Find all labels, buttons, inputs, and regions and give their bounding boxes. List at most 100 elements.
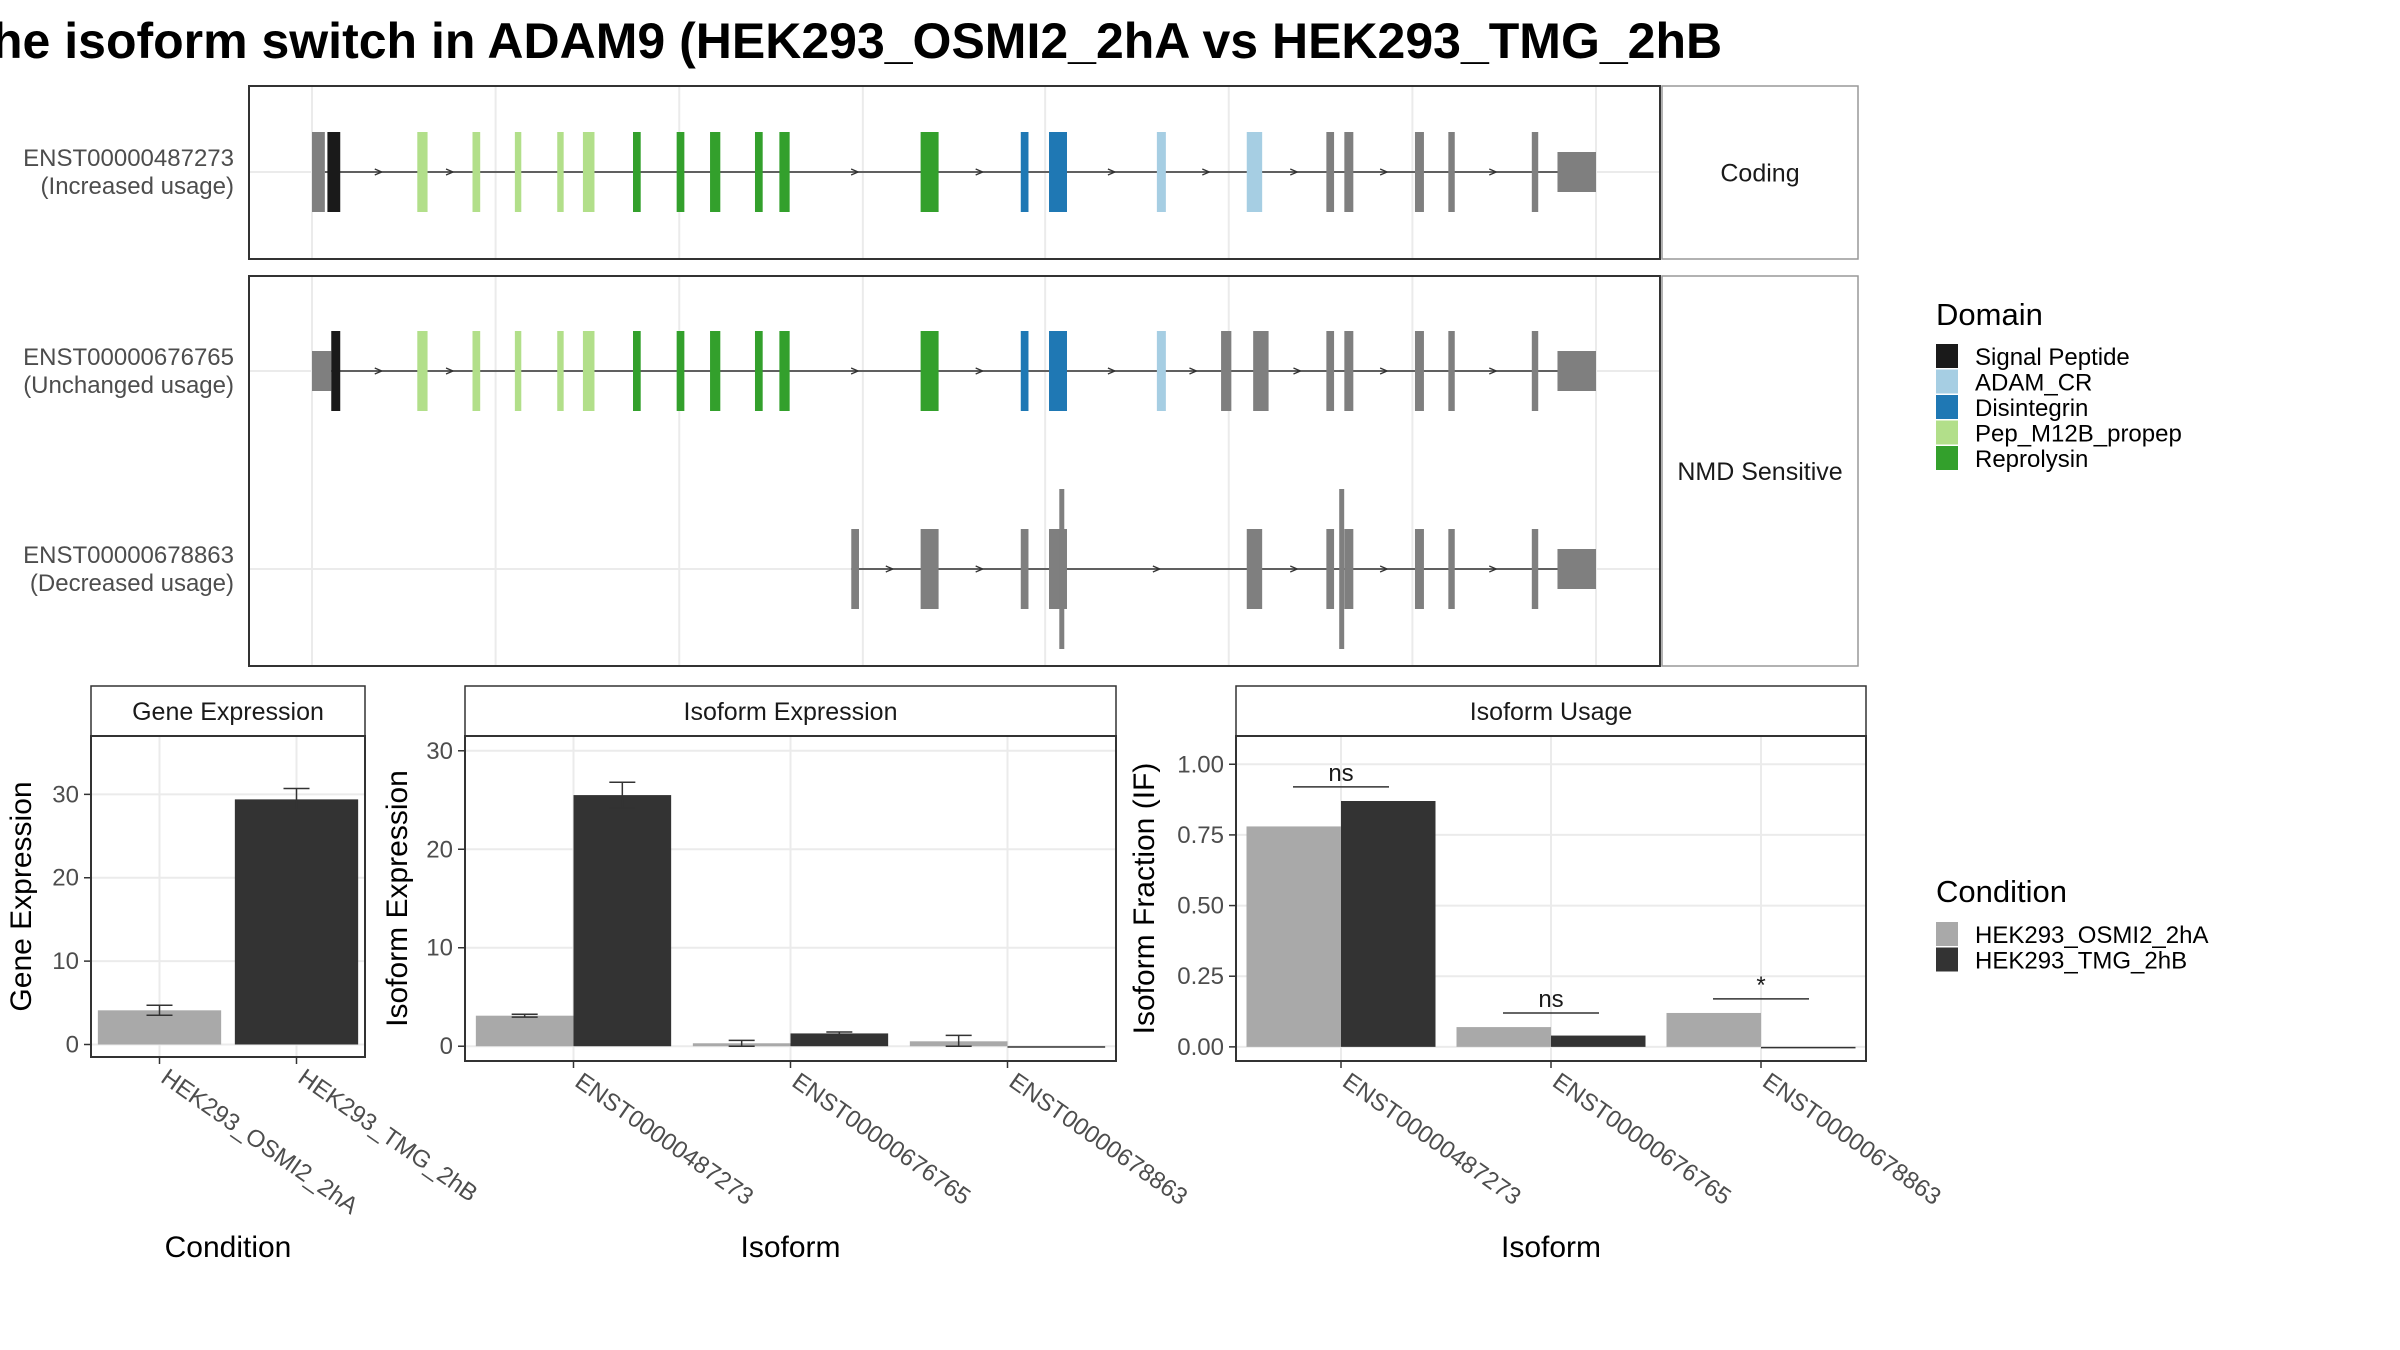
significance-label: * — [1756, 972, 1765, 999]
exon-pep-m12b-propep — [557, 331, 564, 411]
bar — [1456, 1027, 1551, 1047]
exon-pep-m12b-propep — [417, 331, 428, 411]
exon-adam-cr — [1246, 132, 1263, 212]
transcript-usage-label: (Decreased usage) — [30, 570, 234, 597]
chart-title: he isoform switch in ADAM9 (HEK293_OSMI2… — [0, 13, 1722, 69]
domain-legend-label: Disintegrin — [1975, 395, 2088, 422]
exon-reprolysin — [710, 331, 721, 411]
bar — [573, 795, 672, 1047]
condition-legend-title: Condition — [1936, 874, 2067, 909]
exon-reprolysin — [676, 331, 685, 411]
facet-strip — [1661, 275, 1859, 667]
legend-swatch-adam-cr — [1936, 369, 1958, 394]
intron-direction-arrow — [1489, 367, 1498, 375]
exon-grey — [1448, 529, 1455, 609]
exon-grey — [1344, 331, 1354, 411]
x-tick-label: ENST00000678863 — [1758, 1068, 1946, 1211]
exon-pep-m12b-propep — [514, 132, 522, 212]
exon-reprolysin — [633, 132, 641, 212]
bar — [1666, 1012, 1761, 1047]
intron-direction-arrow — [1189, 367, 1199, 375]
exon-grey — [1531, 331, 1539, 411]
structure-panel-border — [248, 275, 1661, 667]
exon-grey — [1531, 529, 1539, 609]
y-tick-label: 0.75 — [1177, 822, 1224, 849]
exon-reprolysin — [779, 331, 790, 411]
x-axis-title: Isoform — [740, 1231, 840, 1264]
exon-reprolysin — [920, 132, 939, 212]
domain-legend-label: ADAM_CR — [1975, 370, 2092, 397]
exon-grey — [1557, 549, 1596, 589]
panel-strip-title: Isoform Usage — [1470, 698, 1633, 726]
exon-grey — [1344, 132, 1354, 212]
exon-grey — [1221, 331, 1232, 411]
intron-direction-arrow — [374, 367, 384, 375]
transcript-structure-panel: Coding NMD Sensitive ENST00000487273(Incre… — [23, 85, 1859, 667]
bar — [475, 1015, 574, 1047]
bar — [1341, 801, 1436, 1047]
x-axis-title: Isoform — [1501, 1231, 1601, 1264]
exon-disintegrin — [1049, 132, 1067, 212]
exon-grey — [851, 529, 859, 609]
intron-direction-arrow — [1290, 168, 1299, 176]
x-axis-title: Condition — [165, 1231, 292, 1264]
y-tick-label: 0 — [440, 1033, 453, 1060]
y-tick-label: 30 — [52, 781, 79, 808]
exon-disintegrin — [1020, 331, 1029, 411]
exon-pep-m12b-propep — [582, 132, 595, 212]
panel-strip — [1235, 685, 1867, 737]
bar — [1551, 1035, 1646, 1047]
intron-direction-arrow — [1489, 565, 1498, 573]
intron-direction-arrow — [975, 367, 985, 375]
panel-border — [90, 735, 366, 1058]
exon-reprolysin — [710, 132, 721, 212]
y-tick-label: 30 — [426, 738, 453, 765]
legend-swatch-signal-peptide — [1936, 344, 1958, 368]
isoform-expression-panel: Isoform Expression 0 10 20 30 ENST00000487273… — [381, 685, 1192, 1264]
panel-strip-title: Isoform Expression — [684, 698, 898, 726]
legend-swatch-reprolysin — [1936, 446, 1958, 470]
exon-grey-marker — [1339, 489, 1345, 649]
y-tick-label: 10 — [52, 948, 79, 975]
exon-reprolysin — [754, 331, 763, 411]
intron-direction-arrow — [1107, 367, 1117, 375]
domain-legend-label: Reprolysin — [1975, 446, 2088, 473]
x-tick-label: ENST00000487273 — [570, 1068, 758, 1211]
isoform-usage-panel: Isoform Usage 0.00 0.25 0.50 0.75 1.00 ns ns * EN… — [1128, 685, 1946, 1264]
legends: Domain Signal PeptideADAM_CRDisintegrinPe… — [1936, 297, 2208, 975]
y-axis-title: Gene Expression — [5, 781, 38, 1011]
intron-direction-arrow — [975, 565, 985, 573]
structure-plot-bg — [249, 276, 1660, 666]
bar — [790, 1033, 889, 1047]
intron-direction-arrow — [1107, 168, 1117, 176]
panel-strip-title: Gene Expression — [132, 698, 324, 726]
structure-panel-border — [248, 85, 1661, 260]
exon-pep-m12b-propep — [514, 331, 522, 411]
exon-grey — [1326, 529, 1335, 609]
facet-label: Coding — [1720, 160, 1799, 188]
x-tick-label: ENST00000487273 — [1338, 1068, 1526, 1211]
legend-swatch-condition — [1936, 922, 1958, 946]
exon-disintegrin — [1049, 331, 1067, 411]
exon-reprolysin — [779, 132, 790, 212]
intron-direction-arrow — [1152, 565, 1162, 573]
domain-legend-label: Signal Peptide — [1975, 344, 2130, 371]
exon-pep-m12b-propep — [472, 331, 481, 411]
facet-strip — [1661, 85, 1859, 260]
exon-grey — [1246, 529, 1263, 609]
transcript-usage-label: (Increased usage) — [41, 173, 234, 200]
exon-adam-cr — [1156, 132, 1166, 212]
intron-direction-arrow — [885, 565, 895, 573]
exon-grey — [1557, 152, 1596, 192]
exon-pep-m12b-propep — [417, 132, 428, 212]
exon-grey — [1326, 331, 1335, 411]
intron-direction-arrow — [374, 168, 384, 176]
intron-direction-arrow — [850, 367, 860, 375]
exon-grey — [920, 529, 939, 609]
exon-reprolysin — [920, 331, 939, 411]
exon-grey-marker — [1059, 489, 1065, 649]
exon-grey — [1020, 529, 1029, 609]
bar — [1007, 1046, 1106, 1048]
exon-grey — [312, 351, 332, 391]
